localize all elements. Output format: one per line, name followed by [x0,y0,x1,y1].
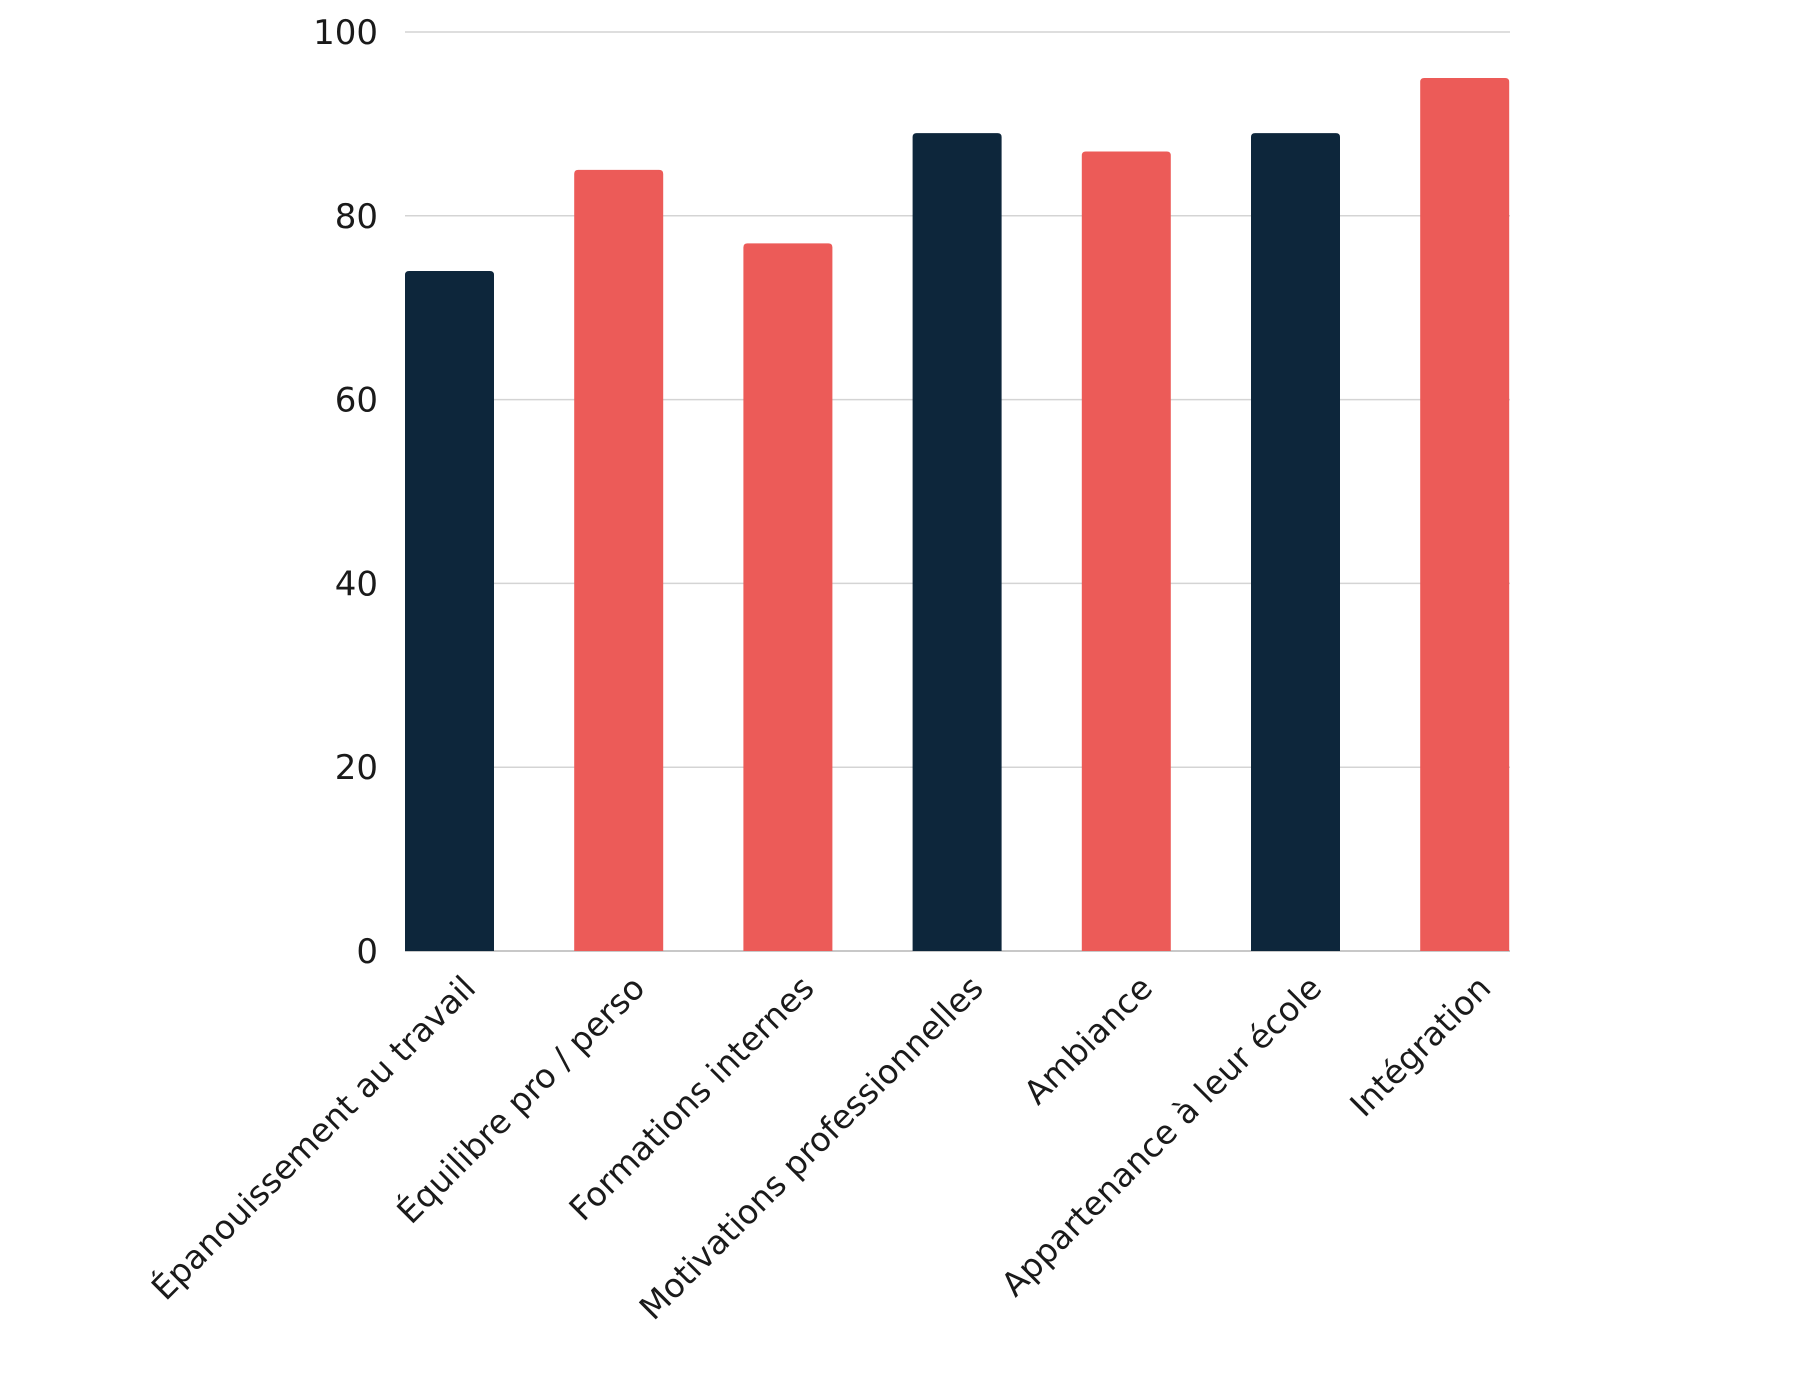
bar-1 [405,270,494,951]
y-tick-label: 40 [335,564,378,604]
y-tick-label: 20 [335,748,378,788]
bar-4 [912,133,1002,952]
bar-5 [1081,151,1171,952]
y-tick-label: 60 [335,381,378,421]
x-category-label: Épanouissement au travail [143,967,483,1307]
bar-2 [574,169,664,952]
y-axis-tick-labels: 0 20 40 60 80 100 [313,13,378,972]
x-category-label: Motivations professionnelles [632,968,991,1327]
x-category-label: Intégration [1342,968,1498,1124]
y-tick-label: 0 [356,932,378,972]
bar-3 [743,243,833,951]
y-tick-label: 80 [335,197,378,237]
y-tick-label: 100 [313,13,378,53]
bar-7 [1420,77,1510,951]
x-category-label: Ambiance [1016,968,1160,1112]
bars [405,77,1510,952]
x-category-label: Appartenance à leur école [993,968,1329,1304]
bar-6 [1251,133,1340,952]
